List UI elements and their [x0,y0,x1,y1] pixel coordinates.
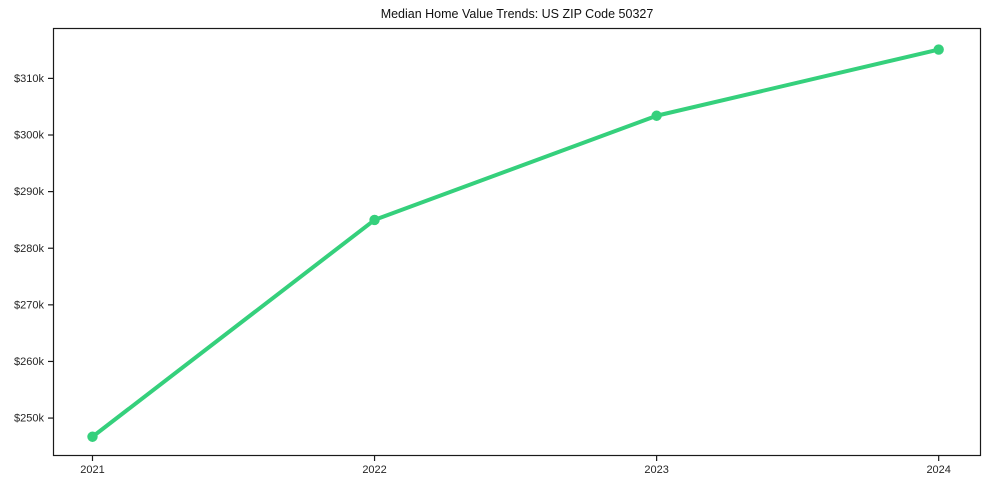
x-tick-label: 2022 [362,464,386,476]
x-tick-label: 2023 [644,464,668,476]
y-tick-label: $290k [14,186,44,198]
y-tick-label: $270k [14,299,44,311]
y-tick-label: $310k [14,73,44,85]
data-point [933,44,944,55]
y-tick-label: $250k [14,413,44,425]
y-tick-label: $280k [14,243,44,255]
data-point [651,110,662,121]
y-tick-label: $260k [14,356,44,368]
data-point [87,431,98,442]
x-tick-label: 2024 [926,464,950,476]
plot-frame [52,27,982,457]
x-tick-label: 2021 [80,464,104,476]
trend-line [90,47,941,439]
chart-title: Median Home Value Trends: US ZIP Code 50… [380,7,654,21]
y-tick-label: $300k [14,130,44,142]
data-point [369,214,380,226]
